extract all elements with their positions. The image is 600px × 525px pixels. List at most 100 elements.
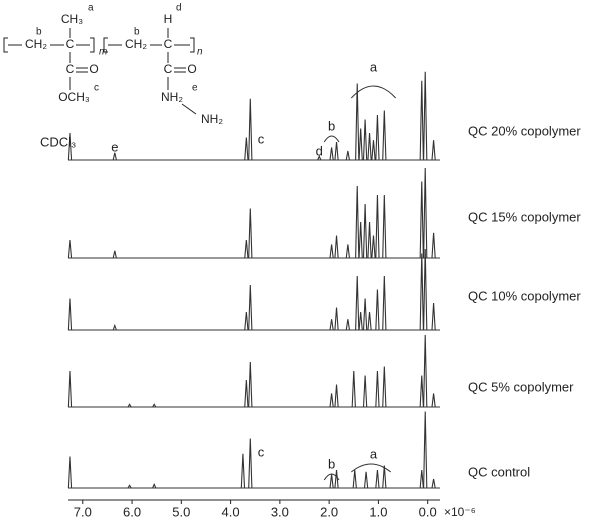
peak <box>375 370 380 408</box>
peak <box>419 253 424 331</box>
structure <box>3 28 197 115</box>
structure-label: CH₃ <box>61 12 83 26</box>
structure-label: C <box>66 62 75 76</box>
peak <box>431 232 436 259</box>
annotation: d <box>316 143 323 158</box>
x-tick-label: 2.0 <box>320 504 338 519</box>
bracket <box>190 37 195 53</box>
peak <box>351 370 356 408</box>
peak <box>367 132 372 161</box>
structure-label: H <box>164 12 173 26</box>
brace <box>323 135 340 143</box>
peak <box>67 298 73 331</box>
structure-label: m <box>99 47 107 58</box>
peak <box>329 244 334 259</box>
peak <box>112 323 117 331</box>
structure-label: n <box>197 47 203 58</box>
peak <box>423 71 428 161</box>
brace <box>323 473 340 481</box>
bracket <box>103 37 108 53</box>
peak <box>423 411 428 489</box>
bracket <box>3 37 8 53</box>
peak <box>358 128 363 161</box>
peak <box>345 244 351 259</box>
series-label: QC 20% copolymer <box>468 123 581 138</box>
peak <box>240 453 246 489</box>
structure-label: O <box>187 62 196 76</box>
peak <box>423 167 428 259</box>
peak <box>244 137 249 161</box>
peak <box>355 275 360 331</box>
peak <box>317 155 322 161</box>
series-label: QC 15% copolymer <box>468 209 581 224</box>
peak <box>67 456 73 489</box>
peak <box>334 384 339 408</box>
peak <box>362 203 368 259</box>
peak <box>382 110 387 161</box>
peak <box>367 221 372 259</box>
bond <box>167 28 197 115</box>
peak <box>334 469 339 489</box>
peak <box>329 393 334 408</box>
structure-label: b <box>134 27 140 38</box>
peak <box>334 235 339 259</box>
brace <box>350 85 397 99</box>
peak <box>127 403 132 408</box>
peak <box>375 114 380 161</box>
structure-label: C <box>66 37 75 51</box>
x-tick-label: 6.0 <box>123 504 141 519</box>
peak <box>152 483 157 489</box>
peak <box>152 403 157 408</box>
peak <box>244 239 249 259</box>
brace <box>350 463 392 473</box>
bracket <box>90 37 95 53</box>
peak <box>358 311 363 331</box>
x-tick-label: 7.0 <box>74 504 92 519</box>
peak <box>371 235 376 259</box>
structure-label: CH₂ <box>25 37 47 51</box>
peak <box>382 275 387 331</box>
peak <box>248 284 253 331</box>
x-tick-label: 1.0 <box>369 504 387 519</box>
annotation: b <box>328 118 335 133</box>
peak <box>363 471 369 489</box>
peak <box>419 375 424 408</box>
x-unit: ×10⁻⁶ <box>444 505 476 519</box>
peak <box>67 370 73 408</box>
structure-label: NH₂ <box>161 90 183 104</box>
peak <box>112 250 117 259</box>
peak <box>352 469 357 489</box>
peak <box>371 140 376 161</box>
structure-label: c <box>94 83 99 94</box>
peak <box>431 393 436 408</box>
x-tick-label: 5.0 <box>172 504 190 519</box>
annotation: c <box>258 444 265 459</box>
peak <box>67 239 73 259</box>
peak <box>362 119 368 161</box>
peak <box>419 80 424 161</box>
annotation: CDCl₃ <box>40 134 76 149</box>
peak <box>375 469 380 489</box>
structure-label: d <box>176 3 182 14</box>
peak <box>345 319 351 331</box>
structure-label: C <box>164 37 173 51</box>
peak <box>244 379 249 408</box>
peak <box>362 298 368 331</box>
peak <box>127 484 132 489</box>
peak <box>329 319 334 331</box>
peak <box>419 181 424 259</box>
annotation: b <box>328 456 335 471</box>
peak <box>248 98 253 161</box>
peak <box>375 194 380 259</box>
annotation: a <box>370 446 378 461</box>
x-tick-label: 3.0 <box>271 504 289 519</box>
peak <box>355 83 360 161</box>
annotation: c <box>258 131 265 146</box>
annotation: a <box>370 59 378 74</box>
peak <box>355 185 360 259</box>
peak <box>431 302 436 331</box>
structure-label: a <box>88 3 94 14</box>
peak <box>248 438 253 489</box>
series-label: QC 5% copolymer <box>468 379 574 394</box>
